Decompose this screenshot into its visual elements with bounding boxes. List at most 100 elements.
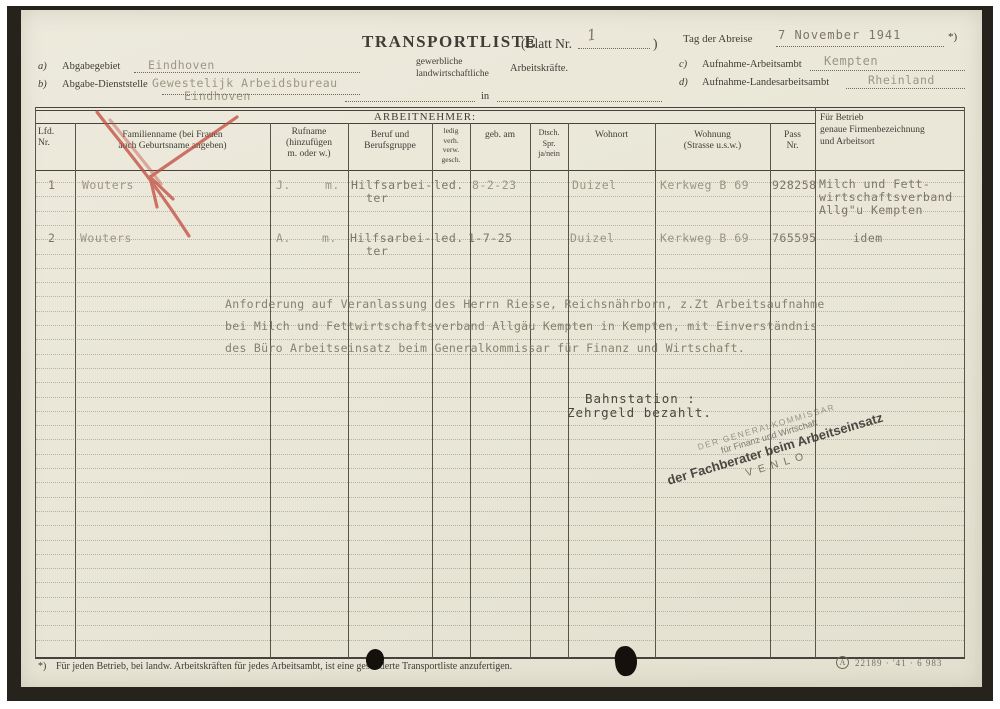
ruled-line: [36, 339, 964, 340]
row2-pass: 765595: [772, 231, 817, 245]
col-header-beruf: Beruf und Berufsgruppe: [364, 130, 416, 151]
row1-stand: led.: [434, 178, 464, 192]
ruled-line: [36, 296, 964, 297]
column-line: [655, 123, 656, 658]
ruled-line: [36, 540, 964, 541]
form-title: TRANSPORTLISTE: [362, 32, 538, 51]
dotted-line: [810, 70, 965, 71]
field-c-index: c): [679, 59, 688, 70]
ruled-line: [36, 254, 964, 255]
column-line: [964, 107, 965, 658]
subtitle-gewerbliche: gewerbliche: [416, 57, 463, 67]
bahnstation-line: Bahnstation :: [585, 391, 696, 406]
printer-logo-icon: A: [836, 656, 849, 669]
row2-nr: 2: [48, 231, 56, 245]
ruled-line: [36, 211, 964, 212]
dotted-line: [578, 48, 650, 49]
row2-beruf-l1: Hilfsarbei-: [350, 231, 432, 245]
col-header-rufname: Rufname (hinzufügen m. oder w.): [286, 127, 332, 159]
row2-name: Wouters: [80, 231, 132, 245]
row1-nr: 1: [48, 178, 56, 192]
col-header-familienstand: ledig verh. verw. gesch.: [441, 126, 461, 164]
ruled-line: [36, 225, 964, 226]
in-word: in: [481, 91, 490, 102]
column-line: [770, 123, 771, 658]
remarks-line1: Anforderung auf Veranlassung des Herrn R…: [225, 297, 825, 311]
column-line: [568, 123, 569, 658]
dotted-line: [134, 72, 360, 73]
row1-mw: m.: [325, 178, 340, 192]
column-line: [35, 107, 36, 658]
ruled-line: [36, 382, 964, 383]
dotted-line: [497, 101, 662, 102]
header-bottom-line: [35, 170, 965, 171]
col-header-dtsch-spr: Dtsch. Spr. ja/nein: [538, 128, 560, 158]
col-header-wohnort: Wohnort: [594, 130, 628, 140]
field-a-index: a): [38, 61, 47, 72]
row2-rufname: A.: [276, 231, 291, 245]
subtitle-arbeitskraefte: Arbeitskräfte.: [510, 63, 569, 74]
footer-note: Für jeden Betrieb, bei landw. Arbeitskrä…: [56, 661, 513, 672]
dotted-line: [345, 101, 475, 102]
row1-geb: 8-2-23: [472, 178, 517, 192]
column-line: [815, 107, 816, 658]
ruled-line: [36, 268, 964, 269]
table-bottom-line: [35, 657, 965, 659]
ruled-line: [36, 411, 964, 412]
column-line: [348, 123, 349, 658]
ruled-line: [36, 282, 964, 283]
row1-name: Wouters: [82, 178, 134, 192]
dotted-line: [162, 94, 360, 95]
ruled-line: [36, 397, 964, 398]
field-c-label: Aufnahme-Arbeitsambt: [702, 59, 802, 70]
row1-firma-l2: wirtschaftsverband: [819, 190, 953, 204]
ruled-line: [36, 568, 964, 569]
field-b-label: Abgabe-Dienststelle: [62, 79, 148, 90]
row2-wohnung: Kerkweg B 69: [660, 231, 750, 245]
ruled-line: [36, 196, 964, 197]
ruled-line: [36, 554, 964, 555]
field-c-value: Kempten: [824, 54, 879, 68]
row2-wohnort: Duizel: [570, 231, 615, 245]
row1-firma-l1: Milch und Fett-: [819, 177, 931, 191]
row2-mw: m.: [322, 231, 337, 245]
column-line: [530, 123, 531, 658]
row1-pass: 928258: [772, 178, 817, 192]
remarks-line2: bei Milch und Fettwirtschaftsverband All…: [225, 319, 818, 333]
column-line: [75, 123, 76, 658]
ruled-line: [36, 597, 964, 598]
ruled-line: [36, 525, 964, 526]
ruled-line: [36, 611, 964, 612]
dotted-line: [846, 88, 965, 89]
footer-marker: *): [38, 661, 47, 672]
row1-wohnung: Kerkweg B 69: [660, 178, 750, 192]
col-header-geb-am: geb. am: [484, 130, 516, 140]
departure-date-value: 7 November 1941: [778, 28, 902, 42]
row2-beruf-l2: ter: [366, 244, 389, 258]
ruled-line: [36, 368, 964, 369]
ruled-line: [36, 239, 964, 240]
ruled-line: [36, 625, 964, 626]
field-a-label: Abgabegebiet: [62, 61, 121, 72]
field-b-index: b): [38, 79, 47, 90]
field-d-value: Rheinland: [868, 73, 935, 87]
col-header-wohnung: Wohnung (Strasse u.s.w.): [683, 130, 742, 151]
row1-wohnort: Duizel: [572, 178, 617, 192]
ruled-line: [36, 511, 964, 512]
dotted-line: [776, 46, 944, 47]
column-line: [270, 123, 271, 658]
subtitle-landwirtschaftliche: landwirtschaftliche: [416, 69, 489, 79]
ruled-line: [36, 354, 964, 355]
column-line: [432, 123, 433, 658]
row2-firma-idem: idem: [853, 231, 883, 245]
ruled-line: [36, 468, 964, 469]
ruled-line: [36, 640, 964, 641]
blatt-nr-close: ): [653, 36, 658, 51]
row1-rufname: J.: [276, 178, 291, 192]
ruled-line: [36, 482, 964, 483]
ruled-line: [36, 182, 964, 183]
blatt-nr-label: (Blatt Nr.: [521, 36, 572, 51]
col-header-lfd-nr: Lfd. Nr.: [38, 127, 55, 148]
